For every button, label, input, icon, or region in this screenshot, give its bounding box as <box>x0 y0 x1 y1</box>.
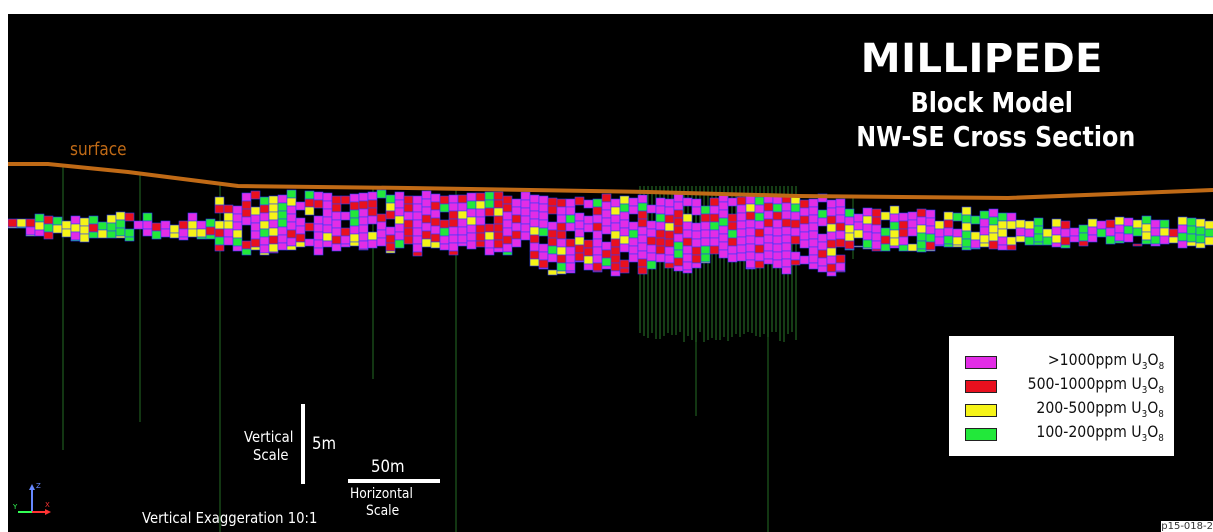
legend-label: 100-200ppm U3O8 <box>1036 422 1164 445</box>
horizontal-scale-bar <box>348 479 440 483</box>
title-main: MILLIPEDE <box>860 36 1103 82</box>
vertical-scale-label: Vertical <box>244 428 294 446</box>
horizontal-scale-value: 50m <box>371 457 405 477</box>
legend-swatch <box>965 428 997 441</box>
vertical-scale-value: 5m <box>312 434 337 454</box>
title-subtitle-1: Block Model <box>910 86 1073 119</box>
block-model-canvas <box>8 162 1213 532</box>
vertical-scale-bar <box>301 404 305 484</box>
axis-y-label: Y <box>12 503 18 511</box>
reference-code: p15-018-2 <box>1161 521 1213 532</box>
legend-swatch <box>965 404 997 417</box>
legend-label: 500-1000ppm U3O8 <box>1027 374 1164 397</box>
legend-entry: 100-200ppm U3O8 <box>949 422 1174 444</box>
grade-legend: >1000ppm U3O8 500-1000ppm U3O8 200-500ppm … <box>949 336 1174 456</box>
legend-entry: 200-500ppm U3O8 <box>949 398 1174 420</box>
axis-triad-icon: Z Y X <box>12 482 51 515</box>
legend-entry: 500-1000ppm U3O8 <box>949 374 1174 396</box>
axis-z-label: Z <box>36 482 41 490</box>
horizontal-scale-label-2: Scale <box>366 503 400 519</box>
legend-label: 200-500ppm U3O8 <box>1036 398 1164 421</box>
legend-entry: >1000ppm U3O8 <box>949 350 1174 372</box>
title-subtitle-2: NW-SE Cross Section <box>855 120 1135 153</box>
legend-swatch <box>965 380 997 393</box>
legend-swatch <box>965 356 997 369</box>
surface-line <box>8 162 1213 201</box>
vertical-exaggeration: Vertical Exaggeration 10:1 <box>142 509 318 527</box>
vertical-scale-label-2: Scale <box>253 446 289 464</box>
horizontal-scale-label: Horizontal <box>350 486 413 502</box>
cross-section-frame: MILLIPEDE Block Model NW-SE Cross Sectio… <box>8 14 1213 532</box>
legend-label: >1000ppm U3O8 <box>1047 350 1164 373</box>
surface-label: surface <box>70 139 127 160</box>
axis-x-label: X <box>45 501 50 509</box>
block-model <box>8 189 1213 277</box>
